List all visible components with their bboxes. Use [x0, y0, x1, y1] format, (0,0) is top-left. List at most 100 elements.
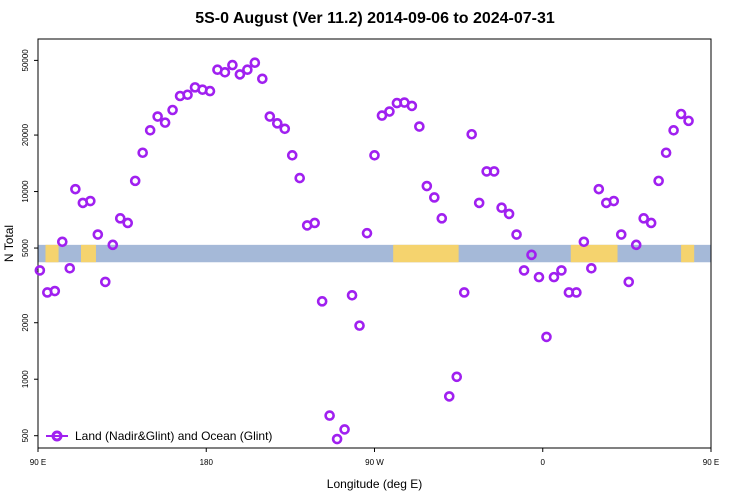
data-point	[376, 110, 388, 121]
x-axis-label: Longitude (deg E)	[327, 477, 422, 491]
data-point	[85, 195, 96, 207]
data-point	[443, 391, 455, 402]
data-point	[630, 239, 642, 251]
data-point	[159, 117, 171, 128]
chart-title: 5S-0 August (Ver 11.2) 2014-09-06 to 202…	[195, 10, 555, 27]
data-point	[264, 111, 276, 122]
data-point	[57, 236, 68, 248]
x-axis: 90 E 180 90 W 0 90 E	[30, 448, 719, 467]
data-point	[354, 320, 365, 331]
data-point	[608, 195, 620, 207]
data-point	[204, 85, 216, 97]
data-point	[219, 66, 231, 78]
data-point	[242, 64, 253, 75]
data-point	[384, 106, 395, 117]
data-point	[668, 125, 679, 136]
data-point	[414, 121, 425, 132]
data-point	[369, 150, 380, 161]
data-point	[331, 433, 343, 445]
data-point	[339, 424, 350, 435]
data-point	[429, 192, 440, 203]
data-point	[406, 100, 418, 112]
data-point	[271, 118, 283, 129]
data-point	[182, 89, 193, 101]
data-point	[249, 57, 261, 68]
data-point	[129, 175, 141, 187]
data-point	[234, 69, 246, 80]
y-axis: 500 1000 2000 5000 10000 20000 50000	[21, 49, 38, 442]
data-point	[458, 287, 470, 298]
y-tick-label: 5000	[21, 239, 30, 257]
land-ocean-band	[38, 244, 711, 263]
y-tick-label: 10000	[21, 180, 30, 203]
data-point	[653, 175, 664, 187]
data-point	[227, 59, 238, 71]
data-point	[556, 265, 567, 276]
ocean-band	[38, 244, 711, 263]
data-point	[660, 147, 672, 159]
plot-frame	[37, 38, 712, 449]
data-point	[34, 265, 46, 276]
data-point	[623, 276, 635, 288]
data-point	[638, 213, 650, 224]
data-point	[257, 73, 268, 85]
y-tick-label: 50000	[21, 49, 30, 72]
data-point	[541, 331, 552, 343]
data-point	[526, 249, 537, 261]
data-point	[421, 180, 433, 192]
data-points	[34, 57, 694, 445]
data-point	[49, 285, 61, 297]
land-segment	[681, 244, 695, 263]
data-point	[533, 271, 545, 283]
data-point	[294, 172, 306, 184]
data-point	[615, 229, 627, 240]
data-point	[488, 166, 500, 177]
data-point	[100, 276, 111, 288]
data-point	[70, 183, 81, 195]
land-segment	[45, 244, 59, 263]
legend: Land (Nadir&Glint) and Ocean (Glint)	[46, 429, 272, 443]
x-tick-label: 0	[541, 458, 546, 467]
data-point	[92, 229, 104, 240]
data-point	[286, 150, 298, 161]
x-tick-label: 90 E	[703, 458, 719, 467]
data-point	[586, 262, 597, 274]
data-point	[137, 147, 148, 159]
data-point	[548, 271, 560, 283]
y-axis-label: N Total	[2, 225, 16, 262]
x-tick-label: 90 E	[30, 458, 46, 467]
data-point	[107, 239, 119, 251]
data-point	[167, 104, 178, 116]
legend-marker	[51, 430, 63, 442]
data-point	[324, 410, 335, 421]
data-point	[675, 108, 687, 120]
data-point	[309, 217, 320, 229]
data-point	[571, 287, 582, 298]
data-point	[64, 262, 76, 274]
y-tick-label: 20000	[21, 123, 30, 146]
data-point	[346, 290, 358, 301]
y-tick-label: 2000	[21, 313, 30, 331]
land-segment	[80, 244, 96, 263]
data-point	[473, 197, 485, 209]
data-point	[451, 371, 463, 383]
data-point	[316, 296, 328, 307]
data-point	[511, 229, 522, 240]
data-point	[114, 213, 126, 224]
data-point	[496, 202, 507, 214]
x-tick-label: 90 W	[365, 458, 384, 467]
y-tick-label: 500	[21, 428, 30, 442]
land-segment	[570, 244, 618, 263]
data-point	[578, 236, 590, 248]
data-point	[466, 128, 478, 140]
data-point	[593, 183, 605, 195]
x-tick-label: 180	[200, 458, 214, 467]
data-point	[518, 265, 530, 276]
data-point	[122, 217, 134, 229]
legend-label: Land (Nadir&Glint) and Ocean (Glint)	[75, 429, 272, 443]
data-point	[152, 111, 163, 122]
data-point	[683, 115, 694, 127]
land-segment	[393, 244, 459, 263]
data-point	[436, 213, 448, 224]
